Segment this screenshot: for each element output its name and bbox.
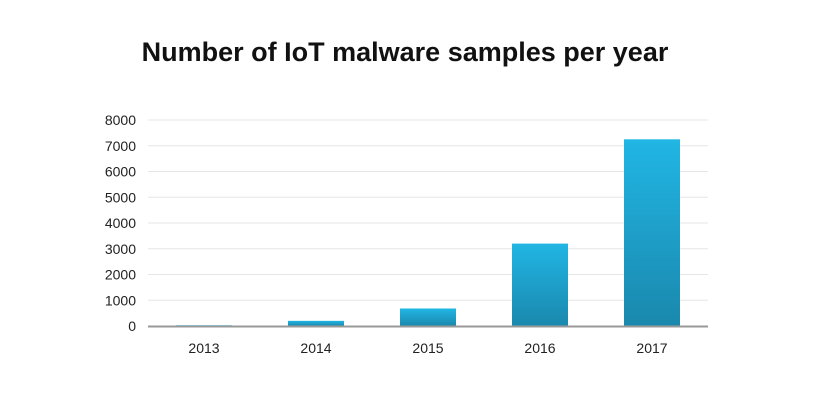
y-tick-label: 2000 (105, 267, 136, 283)
y-tick-label: 1000 (105, 292, 136, 308)
y-tick-label: 7000 (105, 138, 136, 154)
x-tick-label: 2016 (524, 340, 555, 356)
y-tick-label: 4000 (105, 215, 136, 231)
y-tick-label: 8000 (105, 112, 136, 128)
x-tick-label: 2017 (636, 340, 667, 356)
x-tick-label: 2014 (300, 340, 331, 356)
y-tick-label: 5000 (105, 189, 136, 205)
x-tick-label: 2013 (188, 340, 219, 356)
x-tick-label: 2015 (412, 340, 443, 356)
chart-title: Number of IoT malware samples per year (141, 37, 669, 67)
y-tick-label: 0 (128, 318, 136, 334)
y-tick-label: 6000 (105, 164, 136, 180)
bar-2014 (288, 320, 344, 326)
bar-2016 (512, 243, 568, 326)
bar-2017 (624, 139, 680, 326)
y-tick-label: 3000 (105, 241, 136, 257)
bar-2015 (400, 308, 456, 326)
